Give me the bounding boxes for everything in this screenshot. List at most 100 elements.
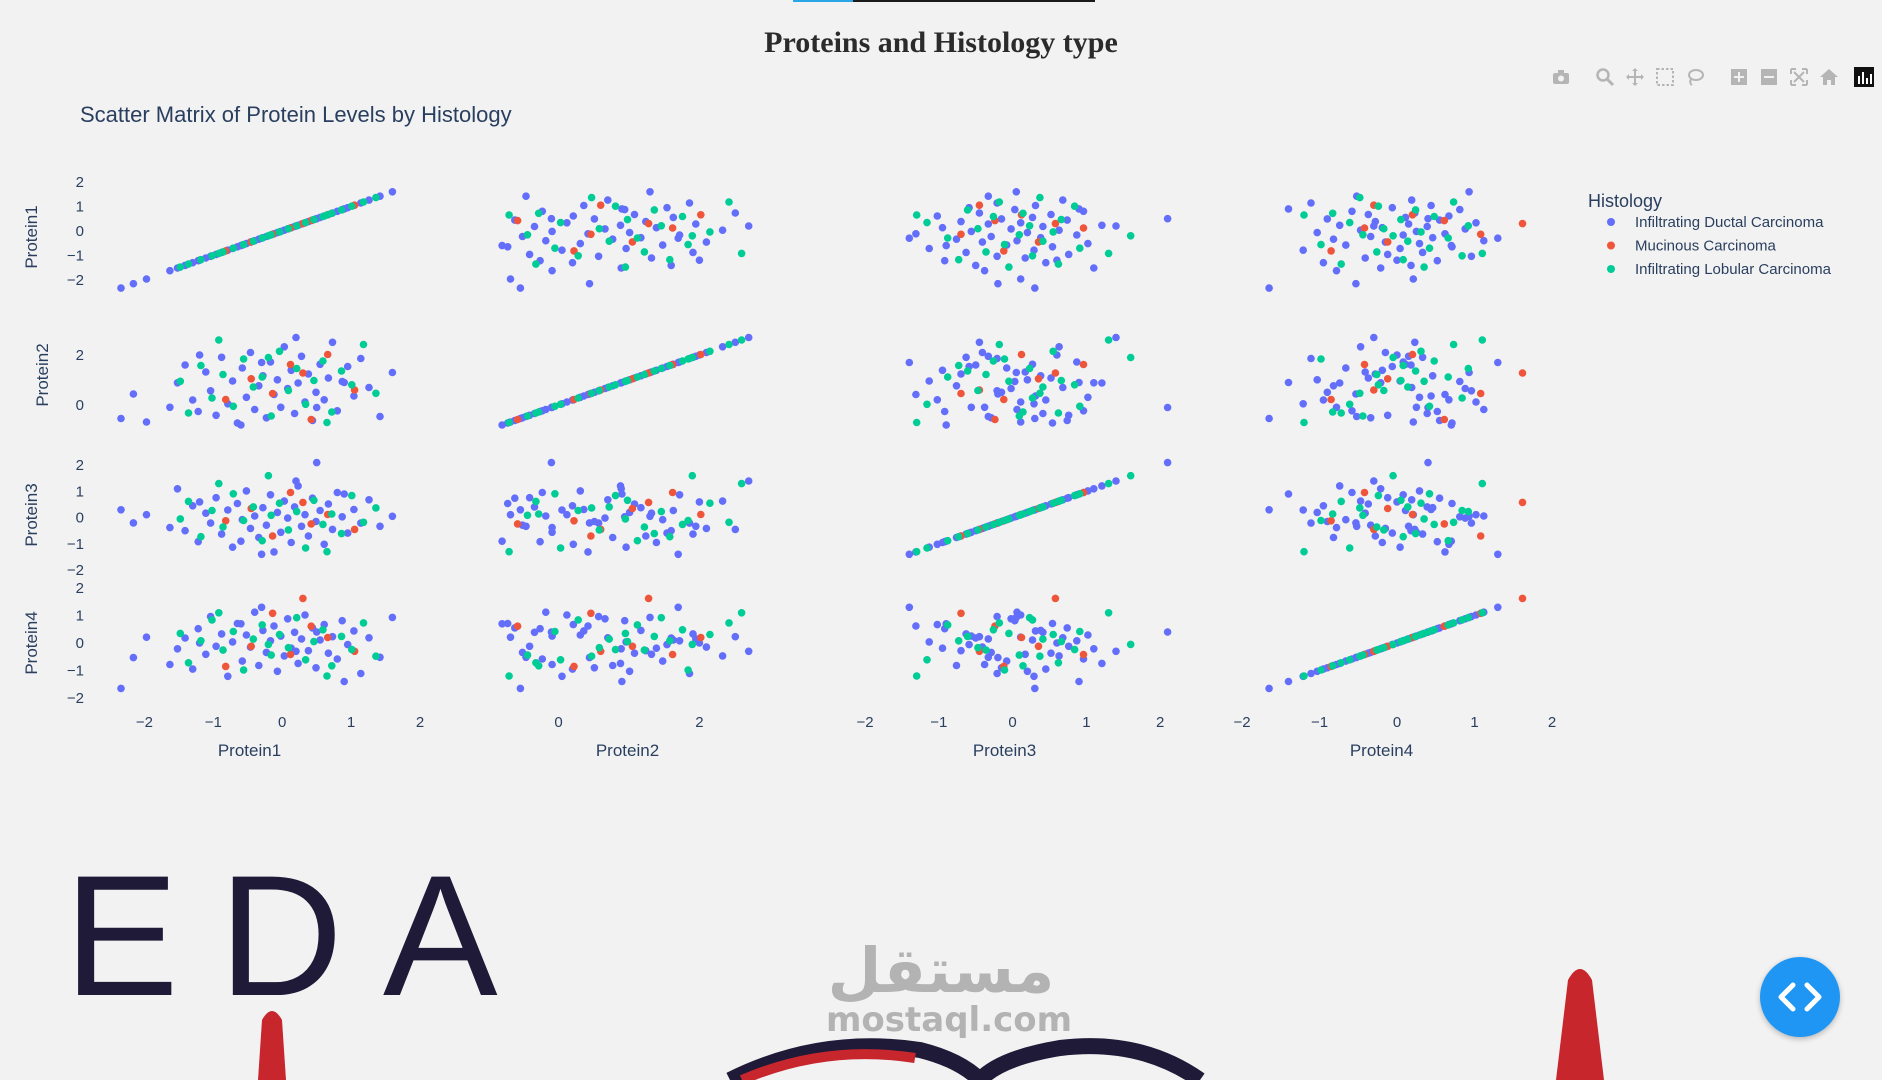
data-point[interactable]	[1335, 221, 1344, 230]
data-point[interactable]	[1063, 216, 1071, 224]
data-point[interactable]	[1337, 659, 1345, 667]
data-point[interactable]	[239, 355, 248, 363]
data-point[interactable]	[275, 228, 284, 236]
data-point[interactable]	[731, 632, 740, 641]
data-point[interactable]	[324, 374, 333, 382]
data-point[interactable]	[1404, 503, 1412, 511]
data-point[interactable]	[1383, 375, 1392, 383]
data-point[interactable]	[587, 389, 596, 398]
data-point[interactable]	[343, 529, 352, 537]
data-point[interactable]	[166, 660, 174, 669]
data-point[interactable]	[273, 376, 282, 384]
data-point[interactable]	[684, 240, 692, 249]
data-point[interactable]	[963, 206, 972, 214]
data-point[interactable]	[284, 224, 293, 233]
data-point[interactable]	[1055, 226, 1063, 234]
data-point[interactable]	[628, 504, 637, 513]
data-point[interactable]	[1051, 594, 1060, 603]
data-point[interactable]	[963, 367, 972, 375]
data-point[interactable]	[618, 677, 626, 686]
data-point[interactable]	[684, 516, 692, 525]
data-point[interactable]	[188, 396, 197, 404]
legend-item[interactable]: Mucinous Carcinoma	[1607, 238, 1777, 255]
data-point[interactable]	[940, 407, 949, 416]
data-point[interactable]	[569, 212, 578, 220]
data-point[interactable]	[525, 642, 534, 651]
data-point[interactable]	[644, 498, 653, 507]
data-point[interactable]	[971, 361, 980, 369]
data-point[interactable]	[1112, 477, 1120, 485]
data-point[interactable]	[558, 506, 566, 514]
data-point[interactable]	[301, 218, 310, 227]
data-point[interactable]	[1098, 379, 1106, 387]
data-point[interactable]	[642, 532, 650, 540]
data-point[interactable]	[1389, 471, 1397, 480]
data-point[interactable]	[1337, 260, 1345, 268]
data-point[interactable]	[238, 364, 247, 372]
data-point[interactable]	[505, 211, 513, 219]
data-point[interactable]	[957, 370, 965, 378]
data-point[interactable]	[965, 640, 973, 649]
data-point[interactable]	[1418, 530, 1427, 538]
data-point[interactable]	[1028, 213, 1037, 222]
data-point[interactable]	[695, 498, 704, 506]
data-point[interactable]	[206, 519, 215, 527]
data-point[interactable]	[266, 491, 275, 499]
data-point[interactable]	[1456, 513, 1464, 521]
data-point[interactable]	[995, 340, 1004, 349]
data-point[interactable]	[1265, 284, 1273, 292]
data-point[interactable]	[1112, 333, 1120, 342]
data-point[interactable]	[247, 375, 255, 383]
data-point[interactable]	[1073, 358, 1081, 366]
data-point[interactable]	[312, 388, 320, 397]
data-point[interactable]	[1337, 497, 1345, 506]
data-point[interactable]	[181, 526, 189, 535]
data-point[interactable]	[995, 198, 1004, 206]
data-point[interactable]	[359, 619, 368, 627]
data-point[interactable]	[333, 655, 342, 663]
data-point[interactable]	[1126, 640, 1135, 649]
data-point[interactable]	[350, 627, 358, 635]
data-point[interactable]	[292, 477, 300, 485]
data-point[interactable]	[963, 529, 972, 538]
data-point[interactable]	[229, 490, 238, 498]
data-point[interactable]	[301, 544, 310, 552]
data-point[interactable]	[532, 497, 540, 506]
data-point[interactable]	[301, 611, 309, 619]
data-point[interactable]	[621, 629, 630, 638]
data-point[interactable]	[558, 672, 566, 681]
data-point[interactable]	[1055, 343, 1063, 351]
data-point[interactable]	[1000, 395, 1008, 404]
data-point[interactable]	[239, 666, 248, 674]
data-point[interactable]	[1332, 266, 1341, 275]
data-point[interactable]	[585, 279, 594, 288]
data-point[interactable]	[548, 528, 556, 537]
data-point[interactable]	[310, 215, 318, 224]
data-point[interactable]	[1417, 499, 1425, 508]
data-point[interactable]	[1425, 402, 1434, 411]
data-point[interactable]	[299, 369, 307, 377]
data-point[interactable]	[1356, 652, 1364, 660]
data-point[interactable]	[522, 192, 530, 200]
data-point[interactable]	[1299, 400, 1307, 408]
data-point[interactable]	[1411, 206, 1420, 214]
data-point[interactable]	[1028, 252, 1037, 260]
data-point[interactable]	[1090, 485, 1098, 493]
data-point[interactable]	[962, 353, 970, 362]
data-point[interactable]	[617, 645, 625, 653]
data-point[interactable]	[1407, 261, 1415, 270]
data-point[interactable]	[1411, 529, 1420, 538]
data-point[interactable]	[668, 224, 677, 232]
data-point[interactable]	[1023, 228, 1032, 237]
data-point[interactable]	[1476, 532, 1485, 540]
data-point[interactable]	[1404, 237, 1412, 245]
data-point[interactable]	[569, 620, 578, 629]
data-point[interactable]	[1397, 496, 1405, 505]
data-point[interactable]	[957, 230, 965, 239]
data-point[interactable]	[292, 647, 300, 656]
data-point[interactable]	[1313, 508, 1321, 517]
data-point[interactable]	[166, 523, 174, 532]
data-point[interactable]	[280, 343, 289, 351]
data-point[interactable]	[1049, 228, 1057, 236]
data-point[interactable]	[1461, 384, 1469, 393]
